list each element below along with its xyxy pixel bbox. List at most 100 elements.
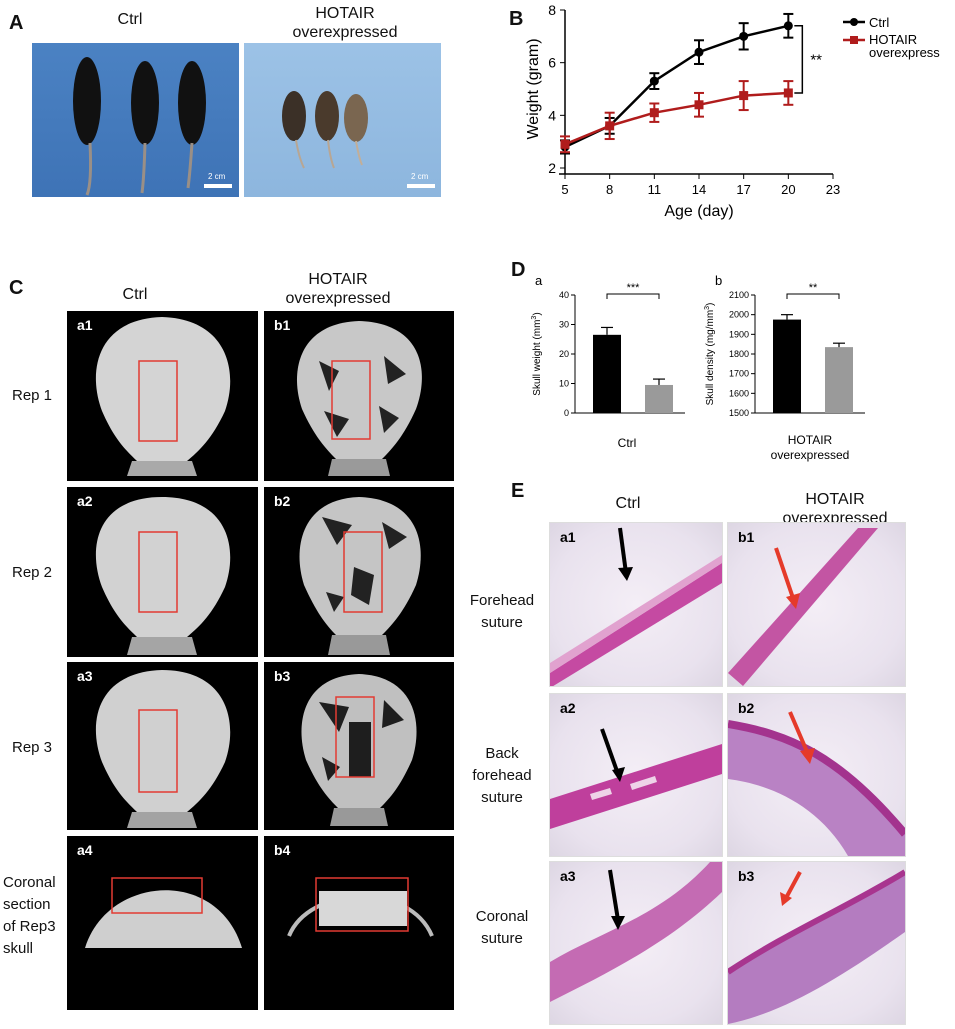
- histology-id: b2: [738, 700, 755, 716]
- ct-id: a3: [77, 668, 93, 684]
- row-label-back-forehead: Back forehead suture: [462, 743, 542, 809]
- histology-id: b3: [738, 868, 755, 884]
- y-tick-label: 6: [548, 55, 556, 71]
- data-point: [605, 121, 615, 131]
- ct-id: a2: [77, 493, 93, 509]
- significance-marker: **: [810, 51, 822, 68]
- data-point: [694, 47, 704, 57]
- data-point: [694, 100, 704, 110]
- series-line: [564, 24, 789, 149]
- hotair-label-line1: HOTAIR: [315, 5, 375, 22]
- y-tick-label: 0: [564, 408, 569, 418]
- row-label-line: forehead: [472, 767, 532, 784]
- legend-label-hotair: HOTAIR: [869, 32, 917, 47]
- x-axis-title: Age (day): [664, 203, 733, 220]
- y-tick-label: 1500: [729, 408, 749, 418]
- hotair-mice-photo: 2 cm: [244, 43, 441, 197]
- coronal-line: section: [3, 896, 51, 913]
- coronal-line: of Rep3: [3, 918, 56, 935]
- row-label-line: Coronal: [475, 908, 529, 925]
- hotair-label-line2: overexpressed: [292, 24, 398, 41]
- histology-id: b1: [738, 529, 755, 545]
- x-tick-label: 8: [606, 182, 613, 197]
- x-tick-label: 11: [648, 182, 662, 197]
- y-tick-label: 40: [559, 290, 569, 300]
- significance-bracket: [606, 293, 660, 299]
- y-axis-title: Skull density (mg/mm3): [704, 303, 716, 406]
- significance-bracket: [786, 293, 840, 299]
- tissue-illustration: [728, 869, 905, 1024]
- category-label-hotair: overexpressed: [771, 448, 850, 462]
- data-point: [739, 91, 749, 101]
- bar: [645, 384, 673, 413]
- data-point: [649, 108, 659, 118]
- panel-c-ctrl-label: Ctrl: [122, 286, 148, 303]
- row-label-line: Back: [485, 745, 519, 762]
- ct-id: b4: [274, 842, 291, 858]
- coronal-section-illustration: [287, 877, 434, 937]
- y-axis-title-text: Skull density (mg/mm: [705, 310, 716, 406]
- skull-illustration: [299, 497, 421, 655]
- legend-marker-ctrl: [850, 18, 858, 26]
- legend-marker-hotair: [850, 36, 858, 44]
- significance-bracket: [794, 25, 804, 94]
- panel-letter-b: B: [509, 8, 524, 30]
- row-label-coronal: Coronal section of Rep3 skull: [3, 872, 56, 960]
- legend-label-ctrl: Ctrl: [869, 15, 889, 30]
- ct-id: b2: [274, 493, 291, 509]
- scale-bar: [204, 184, 232, 188]
- coronal-section-illustration: [85, 877, 242, 948]
- ct-image-b4: b4: [264, 836, 454, 1010]
- histology-image-b1: b1: [727, 522, 906, 687]
- ct-image-a3: a3: [67, 662, 258, 830]
- skull-illustration: [95, 317, 231, 476]
- significance-marker: ***: [627, 282, 641, 294]
- tissue-illustration: [550, 527, 722, 686]
- y-axis-title-text: Skull weight (mm: [532, 320, 543, 396]
- skull-illustration: [95, 497, 231, 655]
- panel-c-hotair-label: HOTAIR overexpressed: [248, 270, 428, 308]
- histology-image-a2: a2: [549, 693, 723, 857]
- panel-letter-a: A: [9, 12, 24, 34]
- y-tick-label: 20: [559, 349, 569, 359]
- ctrl-mice-photo: 2 cm: [32, 43, 239, 197]
- weight-line-chart: 2 4 6 8 5 8 11 14 17 20 23 Age (day) Weight (gram) **…: [525, 2, 940, 220]
- y-tick-label: 2: [548, 160, 556, 176]
- histology-id: a1: [560, 529, 576, 545]
- data-point: [783, 21, 793, 31]
- subpanel-label: b: [715, 273, 722, 288]
- tissue-illustration: [550, 862, 722, 1002]
- ct-image-a1: a1: [67, 311, 258, 481]
- row-label-line: suture: [481, 789, 523, 806]
- panel-e-ctrl-label: Ctrl: [615, 495, 641, 512]
- x-tick-label: 17: [736, 182, 750, 197]
- hotair-label-line1: HOTAIR: [308, 271, 368, 288]
- hotair-mice-illustration: [282, 91, 368, 169]
- y-tick-label: 1900: [729, 329, 749, 339]
- row-label-rep2: Rep 2: [12, 564, 53, 581]
- panel-a-hotair-label: HOTAIR overexpressed: [255, 4, 435, 42]
- panel-letter-e: E: [511, 480, 525, 502]
- x-tick-label: 20: [781, 182, 795, 197]
- y-axis-title-sup: 3: [704, 306, 711, 310]
- category-label-hotair: HOTAIR: [788, 433, 833, 447]
- histology-id: a3: [560, 868, 576, 884]
- row-label-line: suture: [481, 614, 523, 631]
- scale-bar: [407, 184, 435, 188]
- row-label-rep3: Rep 3: [12, 739, 53, 756]
- hotair-label-line2: overexpressed: [285, 290, 391, 307]
- tissue-illustration: [550, 728, 722, 829]
- skull-illustration: [95, 670, 231, 828]
- hotair-label-line1: HOTAIR: [805, 491, 865, 508]
- y-axis-title-close: ): [705, 303, 716, 306]
- y-tick-label: 1800: [729, 349, 749, 359]
- category-label-ctrl: Ctrl: [618, 436, 637, 450]
- coronal-line: Coronal: [3, 874, 56, 891]
- y-tick-label: 2100: [729, 290, 749, 300]
- ct-id: b3: [274, 668, 291, 684]
- subpanel-label: a: [535, 273, 543, 288]
- scale-label: 2 cm: [208, 172, 226, 181]
- bar: [593, 334, 621, 413]
- panel-letter-d: D: [511, 259, 526, 281]
- ctrl-mice-illustration: [73, 57, 206, 196]
